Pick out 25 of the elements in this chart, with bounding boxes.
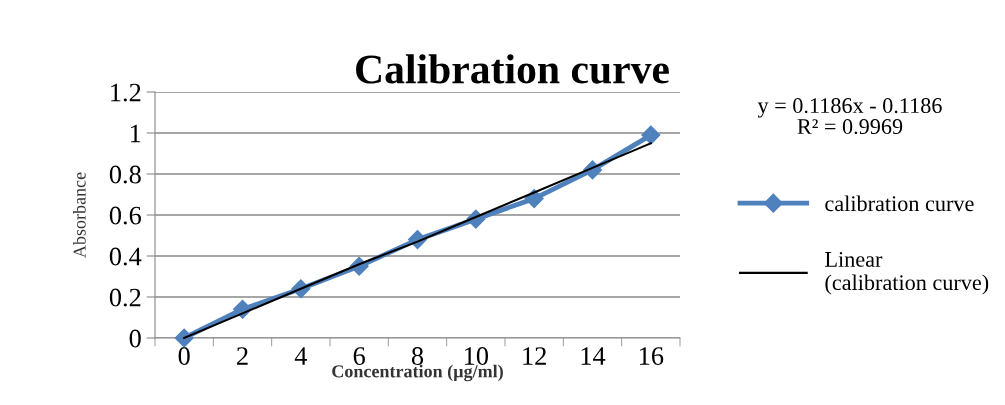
legend-label: Linear (calibration curve) bbox=[825, 251, 989, 295]
point bbox=[641, 125, 661, 145]
legend-label: calibration curve bbox=[825, 195, 974, 212]
point bbox=[524, 189, 544, 209]
y-axis-title: Absorbance bbox=[73, 172, 86, 258]
chart-title: Calibration curve bbox=[356, 54, 669, 84]
x-tick-label: 0 bbox=[178, 347, 190, 365]
text: y = 0.1186x - 0.1186 bbox=[757, 98, 942, 118]
x-tick-label: 2 bbox=[237, 347, 248, 365]
y-tick-label: 0.4 bbox=[109, 247, 142, 266]
x-tick-label: 4 bbox=[294, 347, 308, 365]
x-tick-label: 12 bbox=[523, 347, 546, 365]
y-tick-label: 0.8 bbox=[109, 165, 141, 184]
x-tick-label: 10 bbox=[464, 347, 489, 365]
x-tick-label: 14 bbox=[581, 347, 606, 365]
y-tick-label: 0.2 bbox=[109, 288, 141, 307]
y-tick-label: 0.6 bbox=[109, 206, 142, 225]
text: R² = 0.9969 bbox=[797, 119, 903, 135]
x-axis-title: Concentration (µg/ml) bbox=[332, 364, 503, 382]
x-tick-label: 8 bbox=[411, 347, 424, 365]
y-tick-label: 1.2 bbox=[111, 83, 141, 102]
x-tick-label: 16 bbox=[639, 347, 664, 365]
y-tick-label: 0 bbox=[129, 329, 141, 348]
y-tick-label: 1 bbox=[130, 124, 141, 143]
x-tick-label: 6 bbox=[353, 347, 365, 365]
